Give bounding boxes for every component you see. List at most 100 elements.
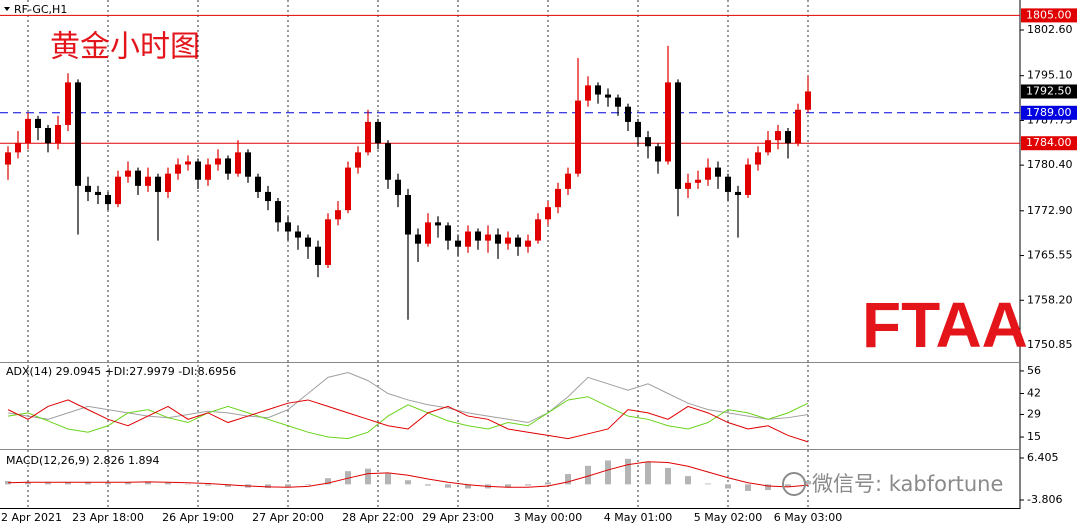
macd-bar [625, 458, 631, 485]
indicator-line [7, 399, 809, 443]
candle-body [125, 170, 131, 177]
candle-body [665, 82, 671, 162]
level-label: 1792.50 [1026, 84, 1072, 97]
candle-body [505, 237, 511, 244]
level-label: 1805.00 [1026, 8, 1072, 21]
candle-body [205, 164, 211, 180]
candle-body [485, 234, 491, 241]
watermark-icon [782, 472, 806, 496]
symbol-arrow [4, 7, 10, 11]
candle-body [375, 121, 381, 144]
macd-bar [85, 481, 91, 485]
macd-bar [665, 467, 671, 485]
candle-body [245, 152, 251, 177]
candle-body [725, 176, 731, 192]
macd-bar [265, 484, 271, 489]
candle-body [365, 121, 371, 153]
macd-bar [465, 484, 471, 489]
candle-body [555, 188, 561, 208]
chart-title: 黄金小时图 [50, 30, 200, 65]
y-tick-label: 1780.40 [1027, 158, 1073, 171]
macd-bar [445, 484, 451, 488]
macd-bar [785, 484, 791, 487]
x-tick-label: 27 Apr 20:00 [252, 511, 324, 524]
y-tick-label: 1795.10 [1027, 69, 1073, 82]
candle-body [295, 231, 301, 238]
adx-label: ADX(14) 29.0945 +DI:27.9979 -DI:8.6956 [6, 365, 236, 378]
macd-bar [645, 461, 651, 485]
macd-bar [525, 484, 531, 486]
candle-body [565, 173, 571, 189]
candle-body [805, 91, 811, 110]
candle-body [475, 231, 481, 241]
macd-bar [685, 476, 691, 485]
candle-body [25, 118, 31, 144]
x-tick-label: 22 Apr 2021 [0, 511, 62, 524]
candle-body [235, 152, 241, 174]
candle-body [515, 237, 521, 247]
x-tick-label: 28 Apr 22:00 [342, 511, 414, 524]
candle-body [545, 207, 551, 220]
candle-body [115, 176, 121, 205]
candle-body [165, 173, 171, 192]
candle-body [45, 128, 51, 144]
level-label: 1789.00 [1026, 106, 1072, 119]
logo: FTAA [862, 289, 1028, 361]
y-tick-label: 42 [1027, 387, 1041, 400]
candle-body [785, 131, 791, 144]
indicator-line [7, 396, 809, 440]
y-tick-label: 6.405 [1027, 451, 1059, 464]
macd-bar [145, 481, 151, 485]
candle-body [605, 94, 611, 98]
macd-bar [425, 484, 431, 486]
macd-bar [305, 484, 311, 486]
candle-body [185, 161, 191, 165]
macd-bar [565, 474, 571, 485]
candle-body [285, 222, 291, 232]
macd-bar [285, 484, 291, 487]
macd-bar [705, 483, 711, 485]
macd-bar [545, 482, 551, 485]
candle-body [305, 237, 311, 247]
candle-body [525, 240, 531, 247]
candle-body [215, 158, 221, 165]
x-tick-label: 29 Apr 23:00 [422, 511, 494, 524]
candle-body [265, 191, 271, 202]
candle-body [455, 240, 461, 247]
candle-body [685, 182, 691, 189]
macd-bar [25, 481, 31, 485]
x-tick-label: 5 May 02:00 [694, 511, 762, 524]
level-label: 1784.00 [1026, 136, 1072, 149]
candle-body [405, 194, 411, 235]
macd-bar [45, 482, 51, 485]
candle-body [315, 246, 321, 265]
candle-body [5, 152, 11, 165]
candle-body [35, 118, 41, 129]
candle-body [145, 176, 151, 186]
candle-body [395, 179, 401, 195]
candle-body [795, 109, 801, 144]
macd-bar [405, 480, 411, 485]
candle-body [765, 140, 771, 153]
candle-body [735, 191, 741, 195]
candle-body [85, 185, 91, 192]
macd-bar [605, 460, 611, 485]
x-tick-label: 23 Apr 18:00 [72, 511, 144, 524]
candle-body [325, 219, 331, 265]
candle-body [715, 167, 721, 177]
candle-body [95, 191, 101, 195]
y-tick-label: 1802.60 [1027, 23, 1073, 36]
candle-body [775, 131, 781, 141]
symbol-label: RF-GC,H1 [14, 3, 67, 16]
y-tick-label: 1765.55 [1027, 249, 1073, 262]
y-tick-label: -3.806 [1027, 493, 1062, 506]
y-tick-label: 15 [1027, 430, 1041, 443]
y-tick-label: 1758.20 [1027, 293, 1073, 306]
candle-body [255, 176, 261, 192]
candle-body [645, 137, 651, 147]
candle-body [675, 82, 681, 189]
x-tick-label: 26 Apr 19:00 [162, 511, 234, 524]
x-tick-label: 4 May 01:00 [604, 511, 672, 524]
macd-bar [165, 482, 171, 485]
macd-bar [585, 465, 591, 485]
